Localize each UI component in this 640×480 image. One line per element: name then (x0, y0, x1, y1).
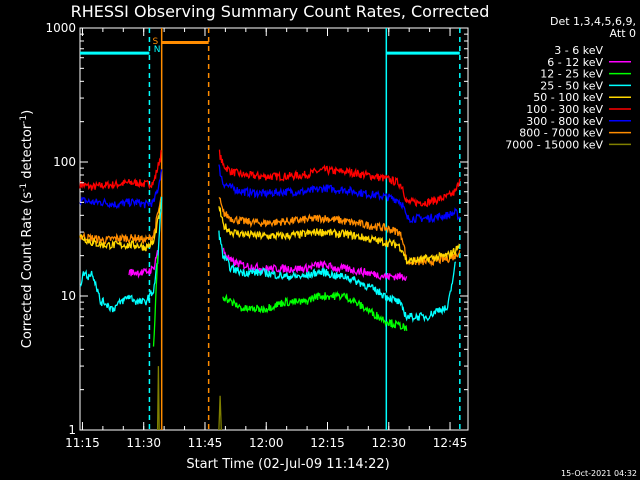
event-lines (148, 28, 461, 430)
x-tick-label: 11:45 (188, 436, 223, 450)
series-line (79, 196, 163, 313)
series-line (222, 290, 408, 331)
series-line (218, 230, 457, 324)
y-axis-label: Corrected Count Rate (s-1 detector-1) (19, 110, 35, 348)
series-line (218, 164, 461, 224)
legend-label: 800 - 7000 keV (519, 127, 603, 140)
legend-label: 6 - 12 keV (547, 56, 603, 69)
legend-label: 100 - 300 keV (526, 103, 603, 116)
y-tick-label: 1 (68, 423, 76, 437)
series-line (222, 247, 408, 282)
x-axis-label: Start Time (02-Jul-09 11:14:22) (186, 457, 389, 472)
legend-label: 50 - 100 keV (533, 91, 603, 104)
footer-timestamp: 15-Oct-2021 04:32 (561, 469, 637, 478)
saturation-bands (80, 40, 460, 55)
series-line (79, 149, 163, 191)
plot-area (79, 27, 469, 431)
series-line (128, 249, 159, 279)
series-line (218, 206, 461, 265)
series-group (79, 149, 461, 431)
series-line (218, 395, 222, 431)
y-tick-label: 100 (53, 155, 76, 169)
legend-label: 12 - 25 keV (540, 68, 603, 81)
series-line (156, 366, 160, 431)
series-line (79, 196, 163, 245)
chart-title: RHESSI Observing Summary Count Rates, Co… (71, 2, 490, 21)
x-tick-label: 12:30 (371, 436, 406, 450)
marker-label: S (153, 37, 159, 47)
legend-label: 3 - 6 keV (554, 44, 603, 57)
legend-label: 300 - 800 keV (526, 115, 603, 128)
legend-header-detectors: Det 1,3,4,5,6,9, (550, 15, 636, 28)
series-line (79, 169, 163, 210)
series-line (79, 201, 162, 252)
x-tick-label: 12:45 (433, 436, 468, 450)
series-line (152, 255, 159, 347)
legend-label: 7000 - 15000 keV (505, 138, 603, 151)
series-line (218, 149, 461, 208)
x-axis: 11:15 11:30 11:45 12:00 12:15 12:30 12:45 (65, 28, 467, 450)
legend-label: 25 - 50 keV (540, 79, 603, 92)
x-tick-label: 12:00 (249, 436, 284, 450)
y-tick-label: 10 (61, 289, 76, 303)
x-tick-label: 12:15 (310, 436, 345, 450)
y-tick-label: 1000 (45, 21, 76, 35)
legend-header-attenuator: Att 0 (610, 27, 636, 40)
markers: SN (153, 37, 161, 55)
plot-frame (79, 27, 469, 431)
x-tick-label: 11:15 (65, 436, 100, 450)
x-tick-label: 11:30 (126, 436, 161, 450)
marker-label: N (154, 45, 161, 55)
y-axis: 1 10 100 1000 (45, 21, 468, 437)
